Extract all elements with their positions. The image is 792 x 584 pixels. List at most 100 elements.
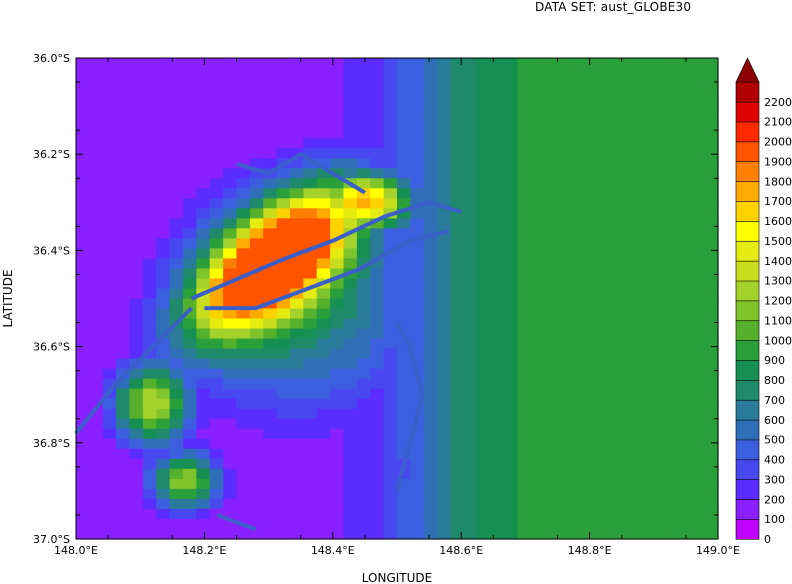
elevation-cell [664,118,679,129]
elevation-cell [276,168,291,179]
elevation-cell [196,498,211,510]
elevation-cell [410,498,425,510]
elevation-cell [76,68,90,79]
elevation-cell [249,488,264,500]
elevation-cell [544,408,559,420]
elevation-cell [450,298,465,310]
elevation-cell [477,98,492,109]
elevation-cell [517,88,532,99]
elevation-cell [89,408,104,420]
elevation-cell [704,358,719,370]
elevation-cell [584,358,599,370]
elevation-cell [691,368,706,380]
elevation-cell [89,118,104,129]
elevation-cell [263,488,278,500]
elevation-cell [183,528,197,540]
elevation-cell [343,478,358,490]
elevation-cell [651,208,666,219]
elevation-cell [637,108,652,119]
elevation-cell [637,478,652,490]
elevation-cell [356,378,371,390]
elevation-cell [624,328,639,340]
elevation-cell [437,78,452,89]
elevation-cell [637,148,652,159]
elevation-cell [477,418,492,430]
elevation-cell [677,68,692,79]
elevation-cell [330,138,345,149]
elevation-cell [356,178,371,189]
elevation-cell [303,208,318,219]
elevation-cell [544,358,559,370]
elevation-cell [330,418,345,430]
elevation-cell [504,58,518,69]
elevation-cell [490,108,505,119]
elevation-cell [410,458,425,470]
elevation-cell [691,118,706,129]
elevation-cell [276,498,291,510]
elevation-cell [677,88,692,99]
elevation-cell [664,188,679,199]
elevation-cell [423,138,438,149]
elevation-cell [530,98,545,109]
elevation-cell [517,78,532,89]
elevation-cell [183,118,197,129]
elevation-cell [490,88,505,99]
elevation-cell [303,238,318,249]
elevation-cell [450,58,465,69]
elevation-cell [169,278,184,290]
elevation-cell [89,368,104,380]
elevation-cell [169,448,184,460]
elevation-cell [330,178,345,189]
elevation-cell [624,518,639,530]
elevation-cell [624,58,639,69]
elevation-cell [383,88,398,99]
elevation-cell [557,398,572,410]
elevation-cell [316,88,331,99]
elevation-cell [249,268,264,280]
elevation-cell [664,368,679,380]
elevation-cell [276,278,291,290]
elevation-cell [276,248,291,260]
elevation-cell [490,368,505,380]
elevation-cell [383,388,398,400]
elevation-cell [343,58,358,69]
elevation-cell [611,188,625,199]
elevation-cell [370,178,385,189]
elevation-cell [76,318,90,330]
elevation-cell [611,298,625,310]
elevation-cell [142,368,157,380]
elevation-cell [356,278,371,290]
elevation-cell [356,88,371,99]
elevation-cell [129,288,144,300]
elevation-cell [423,358,438,370]
elevation-cell [691,448,706,460]
elevation-cell [530,118,545,129]
elevation-cell [249,228,264,239]
elevation-cell [410,428,425,440]
elevation-cell [677,528,692,540]
elevation-cell [330,348,345,360]
elevation-cell [611,408,625,420]
elevation-cell [156,338,171,350]
elevation-cell [102,78,117,89]
elevation-cell [423,528,438,540]
elevation-cell [343,518,358,530]
elevation-cell [142,518,157,530]
elevation-cell [356,108,371,119]
elevation-cell [490,318,505,330]
elevation-cell [169,158,184,169]
elevation-cell [356,448,371,460]
elevation-cell [490,288,505,300]
elevation-cell [356,488,371,500]
elevation-cell [624,128,639,139]
elevation-cell [290,228,304,239]
elevation-cell [156,148,171,159]
elevation-cell [450,208,465,219]
elevation-cell [410,148,425,159]
elevation-cell [463,118,478,129]
elevation-cell [102,68,117,79]
elevation-cell [423,148,438,159]
colorbar-label: 1200 [764,295,792,308]
elevation-cell [142,78,157,89]
elevation-cell [597,408,612,420]
